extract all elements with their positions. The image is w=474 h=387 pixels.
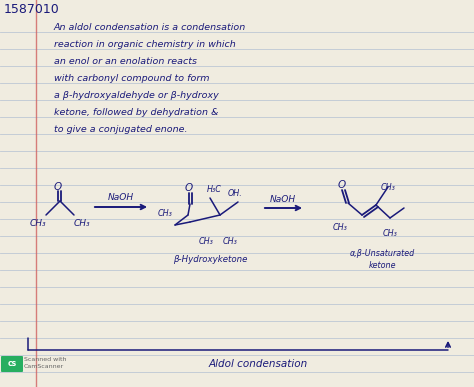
Text: an enol or an enolation reacts: an enol or an enolation reacts [54, 57, 197, 66]
Text: cs: cs [8, 360, 17, 368]
Text: O: O [185, 183, 193, 193]
Text: NaOH: NaOH [108, 194, 134, 202]
Text: CH₃: CH₃ [383, 228, 397, 238]
Text: OH.: OH. [228, 188, 242, 197]
Text: Scanned with
CamScanner: Scanned with CamScanner [24, 358, 66, 368]
Text: CH₃: CH₃ [73, 219, 91, 228]
Text: Aldol condensation: Aldol condensation [209, 359, 308, 369]
Text: O: O [54, 182, 62, 192]
Text: a β-hydroxyaldehyde or β-hydroxy: a β-hydroxyaldehyde or β-hydroxy [54, 91, 219, 100]
Text: H₃C: H₃C [207, 185, 221, 194]
Text: CH₃: CH₃ [157, 209, 173, 219]
Text: to give a conjugated enone.: to give a conjugated enone. [54, 125, 188, 134]
Text: α,β-Unsaturated: α,β-Unsaturated [349, 248, 415, 257]
Text: ketone: ketone [368, 260, 396, 269]
Text: 1587010: 1587010 [4, 3, 60, 16]
FancyBboxPatch shape [1, 356, 23, 372]
Text: CH₃: CH₃ [30, 219, 46, 228]
Text: CH₃: CH₃ [333, 223, 347, 231]
Text: An aldol condensation is a condensation: An aldol condensation is a condensation [54, 23, 246, 32]
Text: with carbonyl compound to form: with carbonyl compound to form [54, 74, 210, 83]
Text: CH₃: CH₃ [381, 183, 395, 192]
Text: CH₃: CH₃ [199, 238, 213, 247]
Text: reaction in organic chemistry in which: reaction in organic chemistry in which [54, 40, 236, 49]
Text: NaOH: NaOH [270, 195, 296, 204]
Text: ketone, followed by dehydration &: ketone, followed by dehydration & [54, 108, 219, 117]
Text: CH₃: CH₃ [223, 238, 237, 247]
Text: β-Hydroxyketone: β-Hydroxyketone [173, 255, 247, 264]
Text: O: O [338, 180, 346, 190]
